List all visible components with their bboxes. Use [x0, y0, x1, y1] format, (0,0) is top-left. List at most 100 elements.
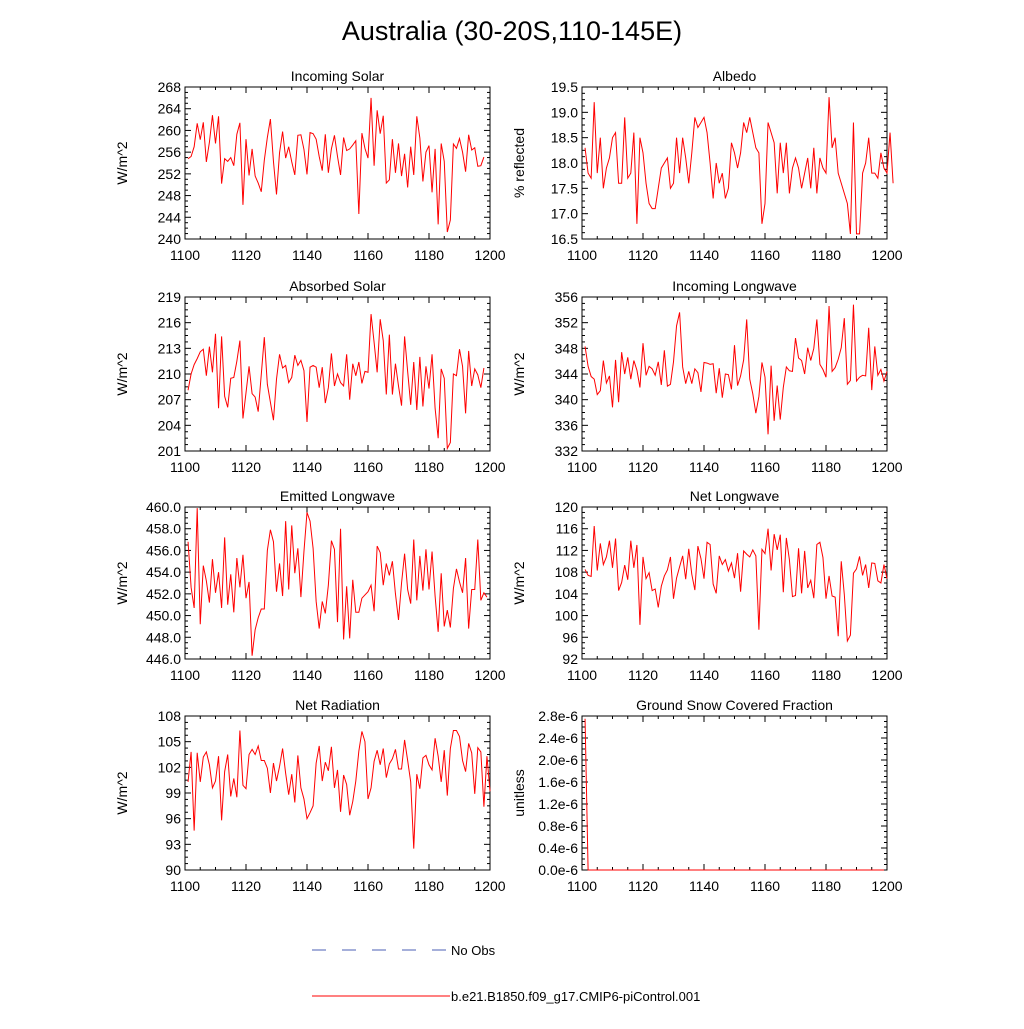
x-tick-label: 1140 [292, 247, 322, 263]
x-tick-label: 1200 [474, 667, 505, 683]
plot-frame [581, 506, 888, 660]
y-tick-label: 0.0e-6 [538, 862, 578, 878]
y-tick-label: 1.6e-6 [538, 774, 578, 790]
panel-title: Incoming Solar [291, 68, 385, 84]
y-tick-label: 92 [562, 651, 578, 667]
y-tick-label: 450.0 [146, 608, 181, 624]
y-tick-label: 120 [555, 499, 579, 515]
x-tick-label: 1160 [750, 667, 780, 683]
panel-6: Net Longwave W/m^2 1100 1120 1140 1160 1180 120… [511, 488, 903, 683]
series-line [584, 525, 888, 643]
y-axis-label: W/m^2 [114, 771, 130, 814]
x-tick-label: 1180 [414, 667, 444, 683]
y-tick-label: 19.5 [551, 79, 578, 95]
panel-title: Ground Snow Covered Fraction [636, 697, 833, 713]
x-tick-label: 1100 [567, 667, 597, 683]
y-tick-label: 446.0 [146, 651, 181, 667]
x-tick-label: 1160 [353, 667, 383, 683]
y-tick-label: 108 [555, 564, 579, 580]
series-line [584, 97, 894, 235]
y-tick-label: 204 [158, 417, 182, 433]
x-tick-label: 1200 [871, 878, 902, 894]
x-tick-label: 1160 [750, 878, 780, 894]
x-tick-label: 1140 [292, 878, 322, 894]
y-tick-label: 201 [158, 443, 182, 459]
y-tick-label: 96 [562, 629, 578, 645]
x-tick-label: 1160 [353, 459, 383, 475]
x-tick-label: 1180 [811, 878, 841, 894]
x-tick-label: 1100 [170, 247, 200, 263]
y-tick-label: 96 [165, 811, 181, 827]
y-tick-label: 90 [165, 862, 181, 878]
y-tick-label: 93 [165, 836, 181, 852]
y-tick-label: 454.0 [146, 564, 181, 580]
series-line [187, 508, 488, 656]
y-tick-label: 460.0 [146, 499, 181, 515]
y-axis-label: W/m^2 [114, 561, 130, 604]
x-tick-label: 1140 [292, 667, 322, 683]
x-tick-label: 1100 [170, 667, 200, 683]
x-tick-label: 1180 [811, 667, 841, 683]
x-tick-label: 1180 [414, 459, 444, 475]
x-tick-label: 1120 [628, 459, 658, 475]
x-tick-label: 1180 [414, 878, 444, 894]
y-tick-label: 336 [555, 417, 579, 433]
x-tick-label: 1120 [231, 878, 261, 894]
y-tick-label: 18.0 [551, 155, 578, 171]
y-axis-label: % reflected [511, 128, 527, 198]
x-tick-label: 1200 [871, 667, 902, 683]
x-tick-label: 1100 [567, 247, 597, 263]
y-tick-label: 332 [555, 443, 579, 459]
y-tick-label: 256 [158, 144, 182, 160]
y-tick-label: 19.0 [551, 104, 578, 120]
x-tick-label: 1120 [231, 459, 261, 475]
y-tick-label: 0.8e-6 [538, 818, 578, 834]
y-tick-label: 2.0e-6 [538, 752, 578, 768]
y-tick-label: 340 [555, 392, 579, 408]
y-axis-label: W/m^2 [114, 141, 130, 184]
y-tick-label: 207 [158, 392, 182, 408]
panel-3: Absorbed Solar W/m^2 1100 1120 1140 1160 1180 1… [114, 278, 506, 475]
panel-5: Emitted Longwave W/m^2 1100 1120 1140 1160 118… [114, 488, 506, 683]
y-axis-label: W/m^2 [114, 352, 130, 395]
x-tick-label: 1120 [628, 667, 658, 683]
y-tick-label: 252 [158, 166, 182, 182]
figure-title: Australia (30-20S,110-145E) [342, 16, 682, 46]
y-tick-label: 17.5 [551, 180, 578, 196]
x-tick-label: 1140 [689, 247, 719, 263]
panels-group: Incoming Solar W/m^2 1100 1120 1140 1160 1180 1… [114, 68, 903, 894]
plot-frame [581, 86, 888, 240]
y-tick-label: 16.5 [551, 231, 578, 247]
y-tick-label: 348 [555, 340, 579, 356]
y-tick-label: 260 [158, 122, 182, 138]
y-tick-label: 352 [555, 315, 579, 331]
x-tick-label: 1160 [750, 459, 780, 475]
x-tick-label: 1100 [567, 878, 597, 894]
y-tick-label: 105 [158, 734, 182, 750]
series-line [187, 730, 491, 849]
panel-title: Net Radiation [295, 697, 380, 713]
y-tick-label: 452.0 [146, 586, 181, 602]
y-tick-label: 244 [158, 209, 182, 225]
plot-frame [184, 506, 491, 660]
panel-title: Incoming Longwave [672, 278, 797, 294]
y-tick-label: 100 [555, 608, 579, 624]
y-tick-label: 268 [158, 79, 182, 95]
y-tick-label: 1.2e-6 [538, 796, 578, 812]
panel-title: Emitted Longwave [280, 488, 395, 504]
y-tick-label: 210 [158, 366, 182, 382]
x-tick-label: 1180 [811, 247, 841, 263]
y-axis-label: W/m^2 [511, 561, 527, 604]
y-tick-label: 458.0 [146, 521, 181, 537]
x-tick-label: 1160 [353, 878, 383, 894]
y-tick-label: 213 [158, 340, 182, 356]
panel-2: Albedo % reflected 1100 1120 1140 1160 1180 120… [511, 68, 903, 263]
panel-title: Net Longwave [690, 488, 780, 504]
series-line [187, 97, 485, 233]
legend-no-obs-label: No Obs [451, 943, 496, 958]
panel-1: Incoming Solar W/m^2 1100 1120 1140 1160 1180 1… [114, 68, 506, 263]
y-tick-label: 116 [556, 521, 579, 537]
y-tick-label: 102 [158, 759, 182, 775]
y-axis-label: W/m^2 [511, 352, 527, 395]
